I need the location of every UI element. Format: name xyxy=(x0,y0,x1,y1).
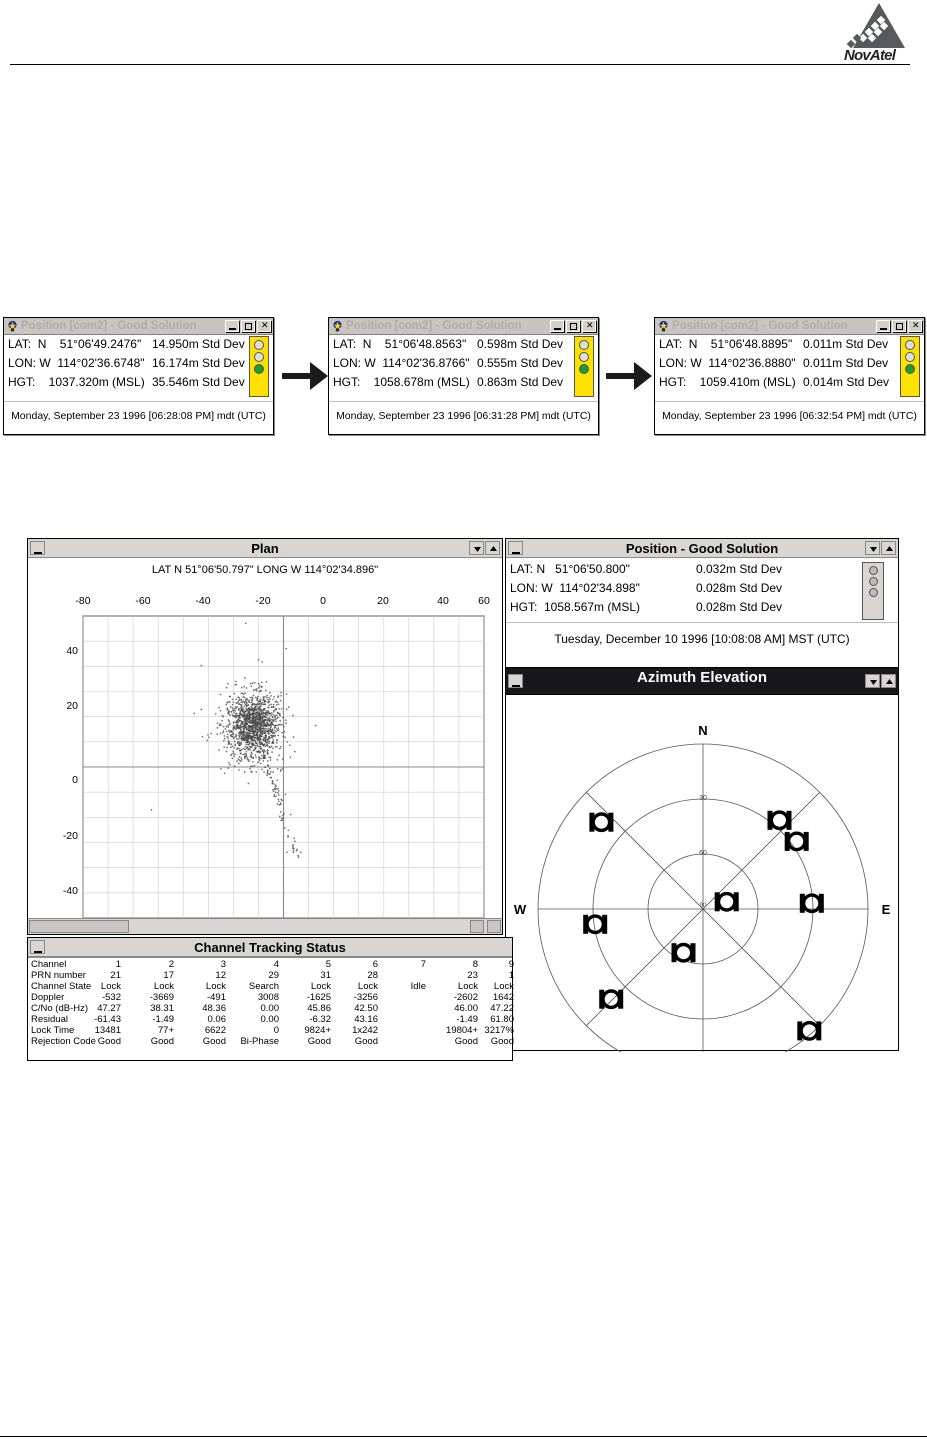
svg-text:60: 60 xyxy=(478,595,490,607)
svg-text:-80: -80 xyxy=(75,595,90,607)
svg-text:W: W xyxy=(514,902,527,917)
svg-text:-60: -60 xyxy=(135,595,150,607)
svg-text:-40: -40 xyxy=(195,595,210,607)
svg-text:20: 20 xyxy=(66,700,78,712)
svg-text:-40: -40 xyxy=(63,885,78,897)
svg-text:-20: -20 xyxy=(63,830,78,842)
svg-text:40: 40 xyxy=(437,595,449,607)
svg-text:0: 0 xyxy=(320,595,326,607)
svg-text:0: 0 xyxy=(72,774,78,786)
svg-text:60: 60 xyxy=(699,850,707,857)
svg-text:90: 90 xyxy=(700,903,707,909)
svg-text:20: 20 xyxy=(377,595,389,607)
svg-text:40: 40 xyxy=(66,645,78,657)
svg-text:30: 30 xyxy=(699,795,707,802)
svg-text:N: N xyxy=(698,723,707,738)
svg-text:-20: -20 xyxy=(255,595,270,607)
svg-text:E: E xyxy=(882,902,891,917)
